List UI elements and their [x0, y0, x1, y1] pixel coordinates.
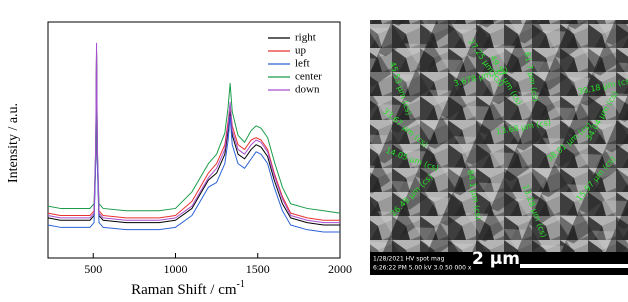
x-label-sup: -1 — [237, 279, 245, 290]
legend-label: left — [295, 58, 310, 70]
x-axis-label: Raman Shift / cm-1 — [131, 279, 245, 297]
x-tick-label: 1500 — [246, 262, 270, 276]
scale-bar-label: 2 µm — [472, 249, 520, 269]
sem-image: 1/28/2021 HV spot mag 6:26:22 PM 5.00 kV… — [370, 20, 628, 275]
info-bottom: 6:26:22 PM 5.00 kV 3.0 50 000 x — [373, 265, 472, 272]
x-tick-label: 2000 — [328, 262, 352, 276]
x-tick-label: 500 — [84, 262, 102, 276]
raman-chart: Intensity / a.u. Raman Shift / cm-1 500 1… — [6, 22, 352, 297]
scale-bar — [520, 264, 628, 268]
figure: Intensity / a.u. Raman Shift / cm-1 500 1… — [0, 0, 628, 297]
legend-label: right — [295, 32, 316, 44]
legend-label: down — [295, 84, 320, 96]
legend-label: center — [295, 71, 322, 83]
y-axis-label: Intensity / a.u. — [6, 103, 21, 183]
x-label-text: Raman Shift / cm — [131, 282, 237, 297]
legend-label: up — [295, 45, 307, 57]
x-tick-label: 1000 — [163, 262, 187, 276]
info-top: 1/28/2021 HV spot mag — [373, 256, 445, 263]
